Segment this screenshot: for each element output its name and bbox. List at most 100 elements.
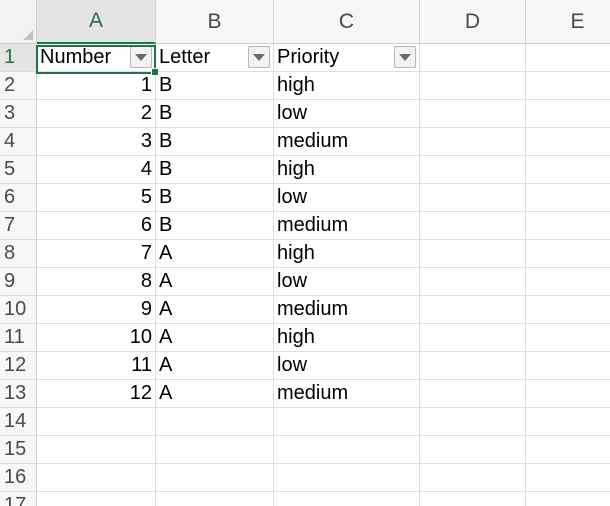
row-header-2[interactable]: 2 <box>0 72 37 100</box>
cell-empty[interactable] <box>420 240 526 268</box>
cell-letter[interactable]: A <box>156 380 274 408</box>
cell-empty[interactable] <box>37 492 156 506</box>
cell-empty[interactable] <box>420 464 526 492</box>
cell-empty[interactable] <box>526 464 610 492</box>
row-header-14[interactable]: 14 <box>0 408 37 436</box>
column-header-b[interactable]: B <box>156 0 274 44</box>
select-all-corner-icon[interactable] <box>0 0 37 44</box>
cell-empty[interactable] <box>526 408 610 436</box>
row-header-4[interactable]: 4 <box>0 128 37 156</box>
cell-priority[interactable]: low <box>274 268 420 296</box>
cell-empty[interactable] <box>156 436 274 464</box>
header-cell-priority[interactable]: Priority <box>274 44 420 72</box>
cell-empty[interactable] <box>420 380 526 408</box>
fill-handle[interactable] <box>151 68 159 76</box>
cell-empty[interactable] <box>526 436 610 464</box>
cell-empty[interactable] <box>526 128 610 156</box>
cell-empty[interactable] <box>420 436 526 464</box>
cell-letter[interactable]: B <box>156 100 274 128</box>
row-header-17[interactable]: 17 <box>0 492 37 506</box>
row-header-13[interactable]: 13 <box>0 380 37 408</box>
cell-number[interactable]: 1 <box>37 72 156 100</box>
cell-letter[interactable]: B <box>156 212 274 240</box>
cell-empty[interactable] <box>420 100 526 128</box>
header-cell-letter[interactable]: Letter <box>156 44 274 72</box>
cell-empty[interactable] <box>274 408 420 436</box>
cell-empty[interactable] <box>420 352 526 380</box>
cell-number[interactable]: 12 <box>37 380 156 408</box>
cell-empty[interactable] <box>420 296 526 324</box>
cell-letter[interactable]: A <box>156 268 274 296</box>
column-header-c[interactable]: C <box>274 0 420 44</box>
row-header-12[interactable]: 12 <box>0 352 37 380</box>
column-header-a[interactable]: A <box>37 0 156 44</box>
cell-number[interactable]: 4 <box>37 156 156 184</box>
cell-empty[interactable] <box>526 492 610 506</box>
cell-priority[interactable]: high <box>274 72 420 100</box>
cell-empty[interactable] <box>420 128 526 156</box>
cell-empty[interactable] <box>420 408 526 436</box>
cell-letter[interactable]: B <box>156 128 274 156</box>
cell-empty[interactable] <box>526 72 610 100</box>
cell-empty[interactable] <box>420 156 526 184</box>
column-header-e[interactable]: E <box>526 0 610 44</box>
cell-empty[interactable] <box>156 408 274 436</box>
row-header-11[interactable]: 11 <box>0 324 37 352</box>
row-header-7[interactable]: 7 <box>0 212 37 240</box>
cell-empty[interactable] <box>37 464 156 492</box>
cell-priority[interactable]: high <box>274 156 420 184</box>
row-header-16[interactable]: 16 <box>0 464 37 492</box>
cell-empty[interactable] <box>37 408 156 436</box>
row-header-10[interactable]: 10 <box>0 296 37 324</box>
cell-empty[interactable] <box>274 464 420 492</box>
cell-empty[interactable] <box>274 492 420 506</box>
cell-letter[interactable]: B <box>156 72 274 100</box>
cell-priority[interactable]: medium <box>274 296 420 324</box>
cell-empty[interactable] <box>526 156 610 184</box>
cell-priority[interactable]: medium <box>274 128 420 156</box>
cell-empty[interactable] <box>420 72 526 100</box>
cell-priority[interactable]: low <box>274 100 420 128</box>
filter-dropdown-icon[interactable] <box>394 46 416 68</box>
cell-number[interactable]: 7 <box>37 240 156 268</box>
cell-number[interactable]: 2 <box>37 100 156 128</box>
cell-letter[interactable]: A <box>156 296 274 324</box>
cell-empty[interactable] <box>526 380 610 408</box>
cell-number[interactable]: 3 <box>37 128 156 156</box>
filter-dropdown-icon[interactable] <box>130 46 152 68</box>
cell-E1[interactable] <box>526 44 610 72</box>
cell-empty[interactable] <box>156 464 274 492</box>
row-header-15[interactable]: 15 <box>0 436 37 464</box>
column-header-d[interactable]: D <box>420 0 526 44</box>
row-header-5[interactable]: 5 <box>0 156 37 184</box>
cell-priority[interactable]: low <box>274 184 420 212</box>
cell-empty[interactable] <box>274 436 420 464</box>
cell-letter[interactable]: A <box>156 240 274 268</box>
cell-letter[interactable]: B <box>156 184 274 212</box>
cell-number[interactable]: 9 <box>37 296 156 324</box>
row-header-6[interactable]: 6 <box>0 184 37 212</box>
cell-D1[interactable] <box>420 44 526 72</box>
cell-priority[interactable]: high <box>274 240 420 268</box>
cell-number[interactable]: 11 <box>37 352 156 380</box>
cell-empty[interactable] <box>526 184 610 212</box>
cell-empty[interactable] <box>526 240 610 268</box>
cell-empty[interactable] <box>156 492 274 506</box>
cell-empty[interactable] <box>526 296 610 324</box>
cell-empty[interactable] <box>526 324 610 352</box>
cell-empty[interactable] <box>420 268 526 296</box>
row-header-8[interactable]: 8 <box>0 240 37 268</box>
cell-priority[interactable]: low <box>274 352 420 380</box>
cell-letter[interactable]: B <box>156 156 274 184</box>
cell-empty[interactable] <box>526 212 610 240</box>
row-header-9[interactable]: 9 <box>0 268 37 296</box>
cell-letter[interactable]: A <box>156 352 274 380</box>
cell-empty[interactable] <box>526 100 610 128</box>
cell-priority[interactable]: medium <box>274 380 420 408</box>
cell-empty[interactable] <box>526 352 610 380</box>
row-header-1[interactable]: 1 <box>0 44 37 72</box>
cell-priority[interactable]: medium <box>274 212 420 240</box>
cell-empty[interactable] <box>420 324 526 352</box>
cell-number[interactable]: 6 <box>37 212 156 240</box>
cell-number[interactable]: 5 <box>37 184 156 212</box>
